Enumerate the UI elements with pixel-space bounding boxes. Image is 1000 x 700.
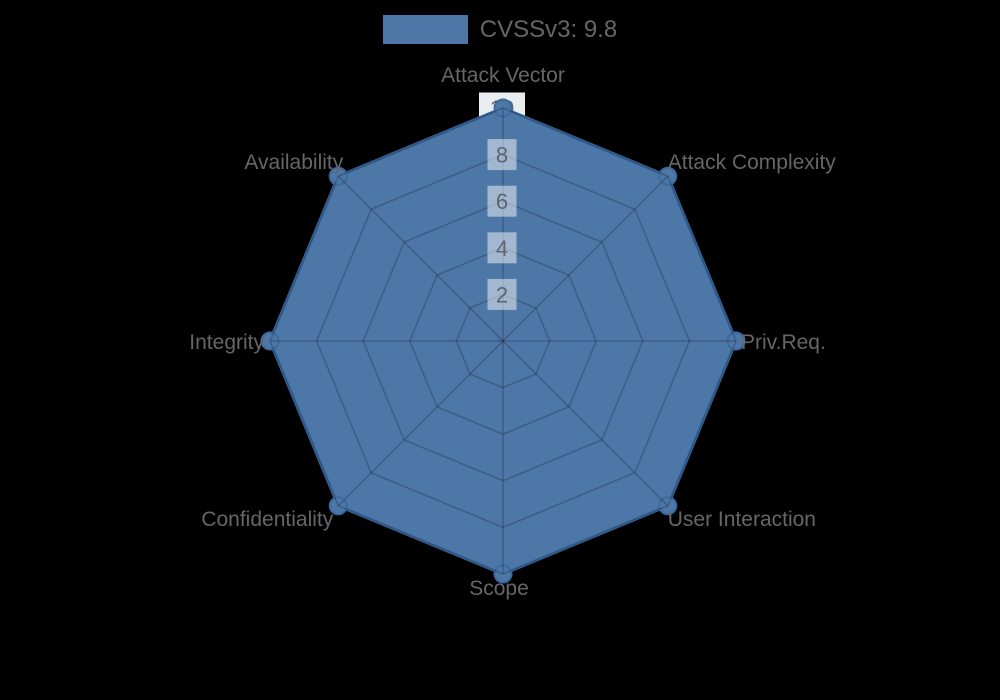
- legend-swatch: [382, 15, 468, 44]
- tick-backdrop-2: [487, 278, 517, 310]
- data-point-2: [726, 331, 746, 351]
- axis-label-scope: Scope: [469, 577, 529, 600]
- grid-ring-2: [455, 293, 551, 389]
- data-point-1: [658, 166, 678, 186]
- axis-label-integrity: Integrity: [189, 331, 264, 354]
- data-point-5: [328, 496, 348, 516]
- tick-label-2: 2: [496, 282, 508, 307]
- data-point-6: [260, 331, 280, 351]
- data-point-3: [658, 496, 678, 516]
- legend-item-cvssv3[interactable]: CVSSv3: 9.8: [382, 15, 618, 44]
- tick-backdrop-6: [487, 185, 517, 217]
- axis-label-attack-complexity: Attack Complexity: [668, 151, 837, 174]
- chart-legend: CVSSv3: 9.8: [0, 15, 1000, 44]
- tick-label-8: 8: [496, 143, 508, 168]
- grid-ring-4: [408, 246, 598, 436]
- legend-label: CVSSv3: 9.8: [479, 16, 618, 43]
- axis-label-attack-vector: Attack Vector: [441, 64, 565, 87]
- axis-spoke-1: [502, 175, 669, 342]
- axis-label-user-interaction: User Interaction: [668, 508, 816, 531]
- axis-spoke-7: [337, 175, 504, 342]
- tick-backdrop-4: [487, 232, 517, 264]
- tick-backdrop-8: [487, 139, 517, 171]
- axis-spoke-3: [502, 340, 669, 507]
- data-point-0: [493, 98, 513, 118]
- grid-ring-10: [269, 107, 737, 575]
- axis-spoke-5: [337, 340, 504, 507]
- data-point-4: [493, 564, 513, 584]
- grid-ring-6: [362, 200, 644, 482]
- tick-label-6: 6: [496, 189, 508, 214]
- axis-label-priv-req-: Priv.Req.: [741, 331, 826, 354]
- tick-label-4: 4: [496, 236, 508, 261]
- grid-ring-8: [315, 153, 691, 529]
- data-point-7: [328, 166, 348, 186]
- axis-label-availability: Availability: [244, 151, 343, 174]
- axis-label-confidentiality: Confidentiality: [201, 508, 333, 531]
